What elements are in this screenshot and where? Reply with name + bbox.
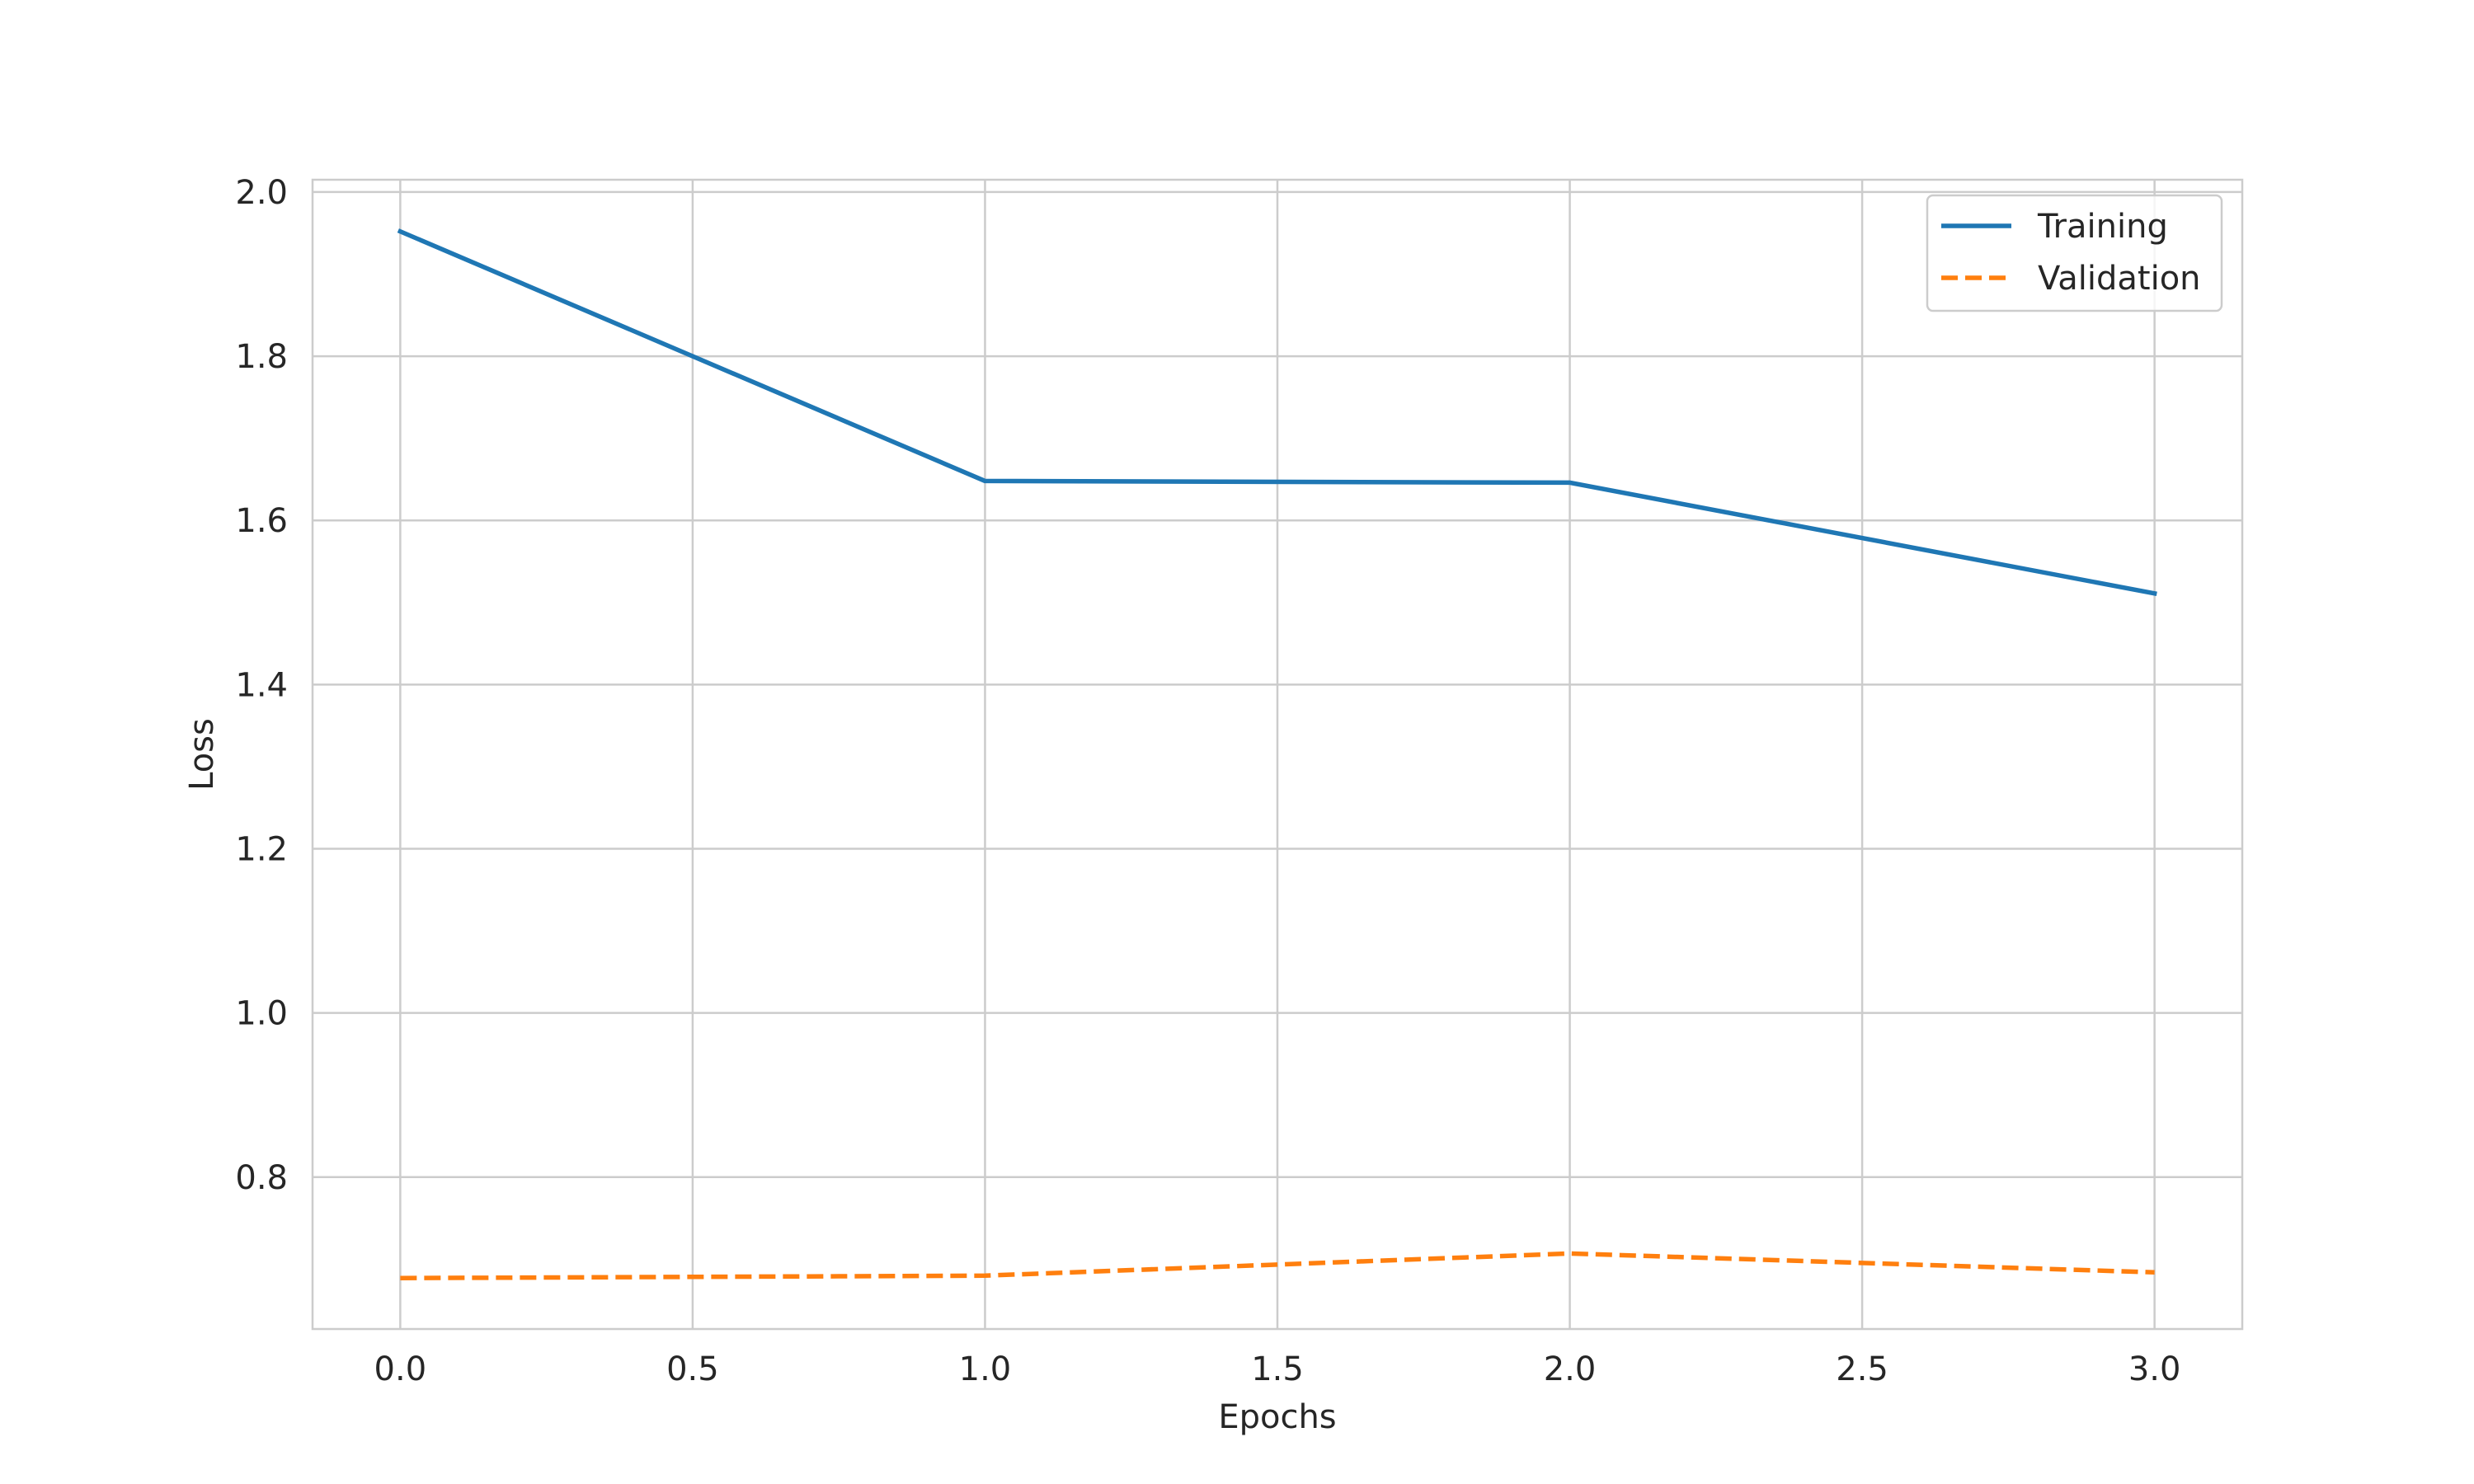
legend: Training Validation: [1926, 194, 2223, 312]
series-line-validation: [400, 1251, 2155, 1281]
y-tick-label: 1.2: [235, 831, 288, 869]
y-tick-label: 1.6: [235, 502, 288, 540]
y-tick-label: 1.8: [235, 338, 288, 376]
y-tick-label: 1.4: [235, 666, 288, 704]
y-tick-label: 0.8: [235, 1159, 288, 1197]
plot-frame: [311, 178, 2244, 1331]
x-tick-label: 1.5: [1251, 1350, 1304, 1388]
x-tick-label: 1.0: [959, 1350, 1012, 1388]
y-axis-label: Loss: [183, 718, 221, 791]
legend-label-training: Training: [2037, 208, 2168, 246]
legend-label-validation: Validation: [2038, 260, 2201, 298]
y-axis-ticks: 0.8 1.0 1.2 1.4 1.6 1.8 2.0: [235, 174, 288, 1197]
series-lines: [397, 228, 2157, 1281]
y-tick-label: 1.0: [235, 995, 288, 1033]
x-axis-label: Epochs: [1218, 1398, 1336, 1436]
grid: [313, 180, 2242, 1329]
series-line-training: [397, 228, 2157, 597]
x-tick-label: 0.5: [666, 1350, 719, 1388]
x-tick-label: 0.0: [374, 1350, 427, 1388]
y-tick-label: 2.0: [235, 174, 288, 212]
x-tick-label: 3.0: [2128, 1350, 2181, 1388]
x-tick-label: 2.0: [1544, 1350, 1597, 1388]
x-tick-label: 2.5: [1836, 1350, 1888, 1388]
x-axis-ticks: 0.0 0.5 1.0 1.5 2.0 2.5 3.0: [374, 1350, 2181, 1388]
